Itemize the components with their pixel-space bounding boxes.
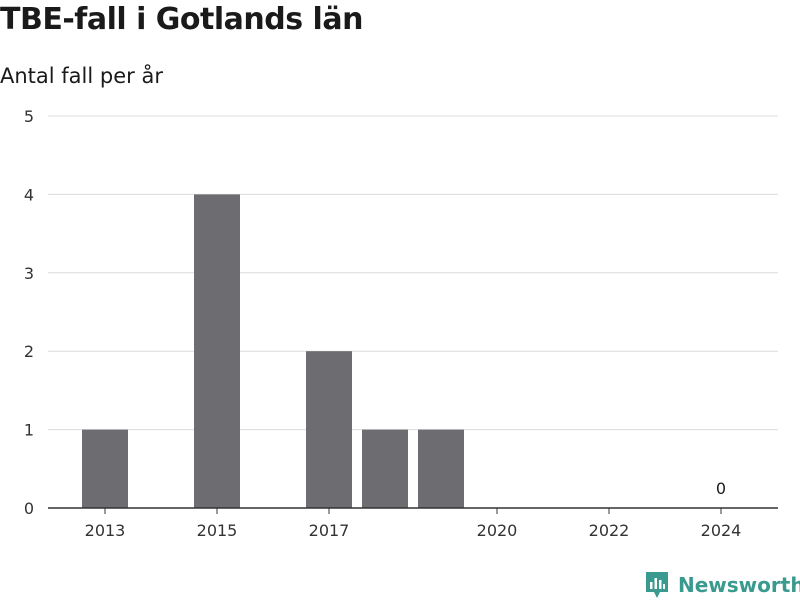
newsworthy-brand: Newsworthy xyxy=(644,570,800,600)
brand-name: Newsworthy xyxy=(678,573,800,597)
x-tick-label-2020: 2020 xyxy=(477,521,518,540)
y-tick-label-2: 2 xyxy=(24,342,34,361)
newsworthy-logo-icon xyxy=(646,572,668,598)
y-tick-label-5: 5 xyxy=(24,107,34,126)
y-tick-label-0: 0 xyxy=(24,499,34,518)
y-tick-label-1: 1 xyxy=(24,421,34,440)
bar-2019 xyxy=(418,429,464,508)
bar-2015 xyxy=(194,194,240,508)
y-tick-label-3: 3 xyxy=(24,264,34,283)
x-tick-label-2013: 2013 xyxy=(85,521,126,540)
x-tick-label-2017: 2017 xyxy=(309,521,350,540)
data-label-2024: 0 xyxy=(716,479,726,498)
bar-2013 xyxy=(82,429,128,508)
bar-2018 xyxy=(362,429,408,508)
x-tick-label-2015: 2015 xyxy=(197,521,238,540)
x-tick-label-2024: 2024 xyxy=(701,521,742,540)
bar-2017 xyxy=(306,351,352,508)
y-tick-label-4: 4 xyxy=(24,185,34,204)
chart-subtitle: Antal fall per år xyxy=(0,64,163,88)
chart-title: TBE-fall i Gotlands län xyxy=(0,2,363,37)
x-tick-label-2022: 2022 xyxy=(589,521,630,540)
bar-chart: 0 1 2 3 4 5 2013 2015 2017 2020 2022 2024 0 xyxy=(24,107,778,540)
